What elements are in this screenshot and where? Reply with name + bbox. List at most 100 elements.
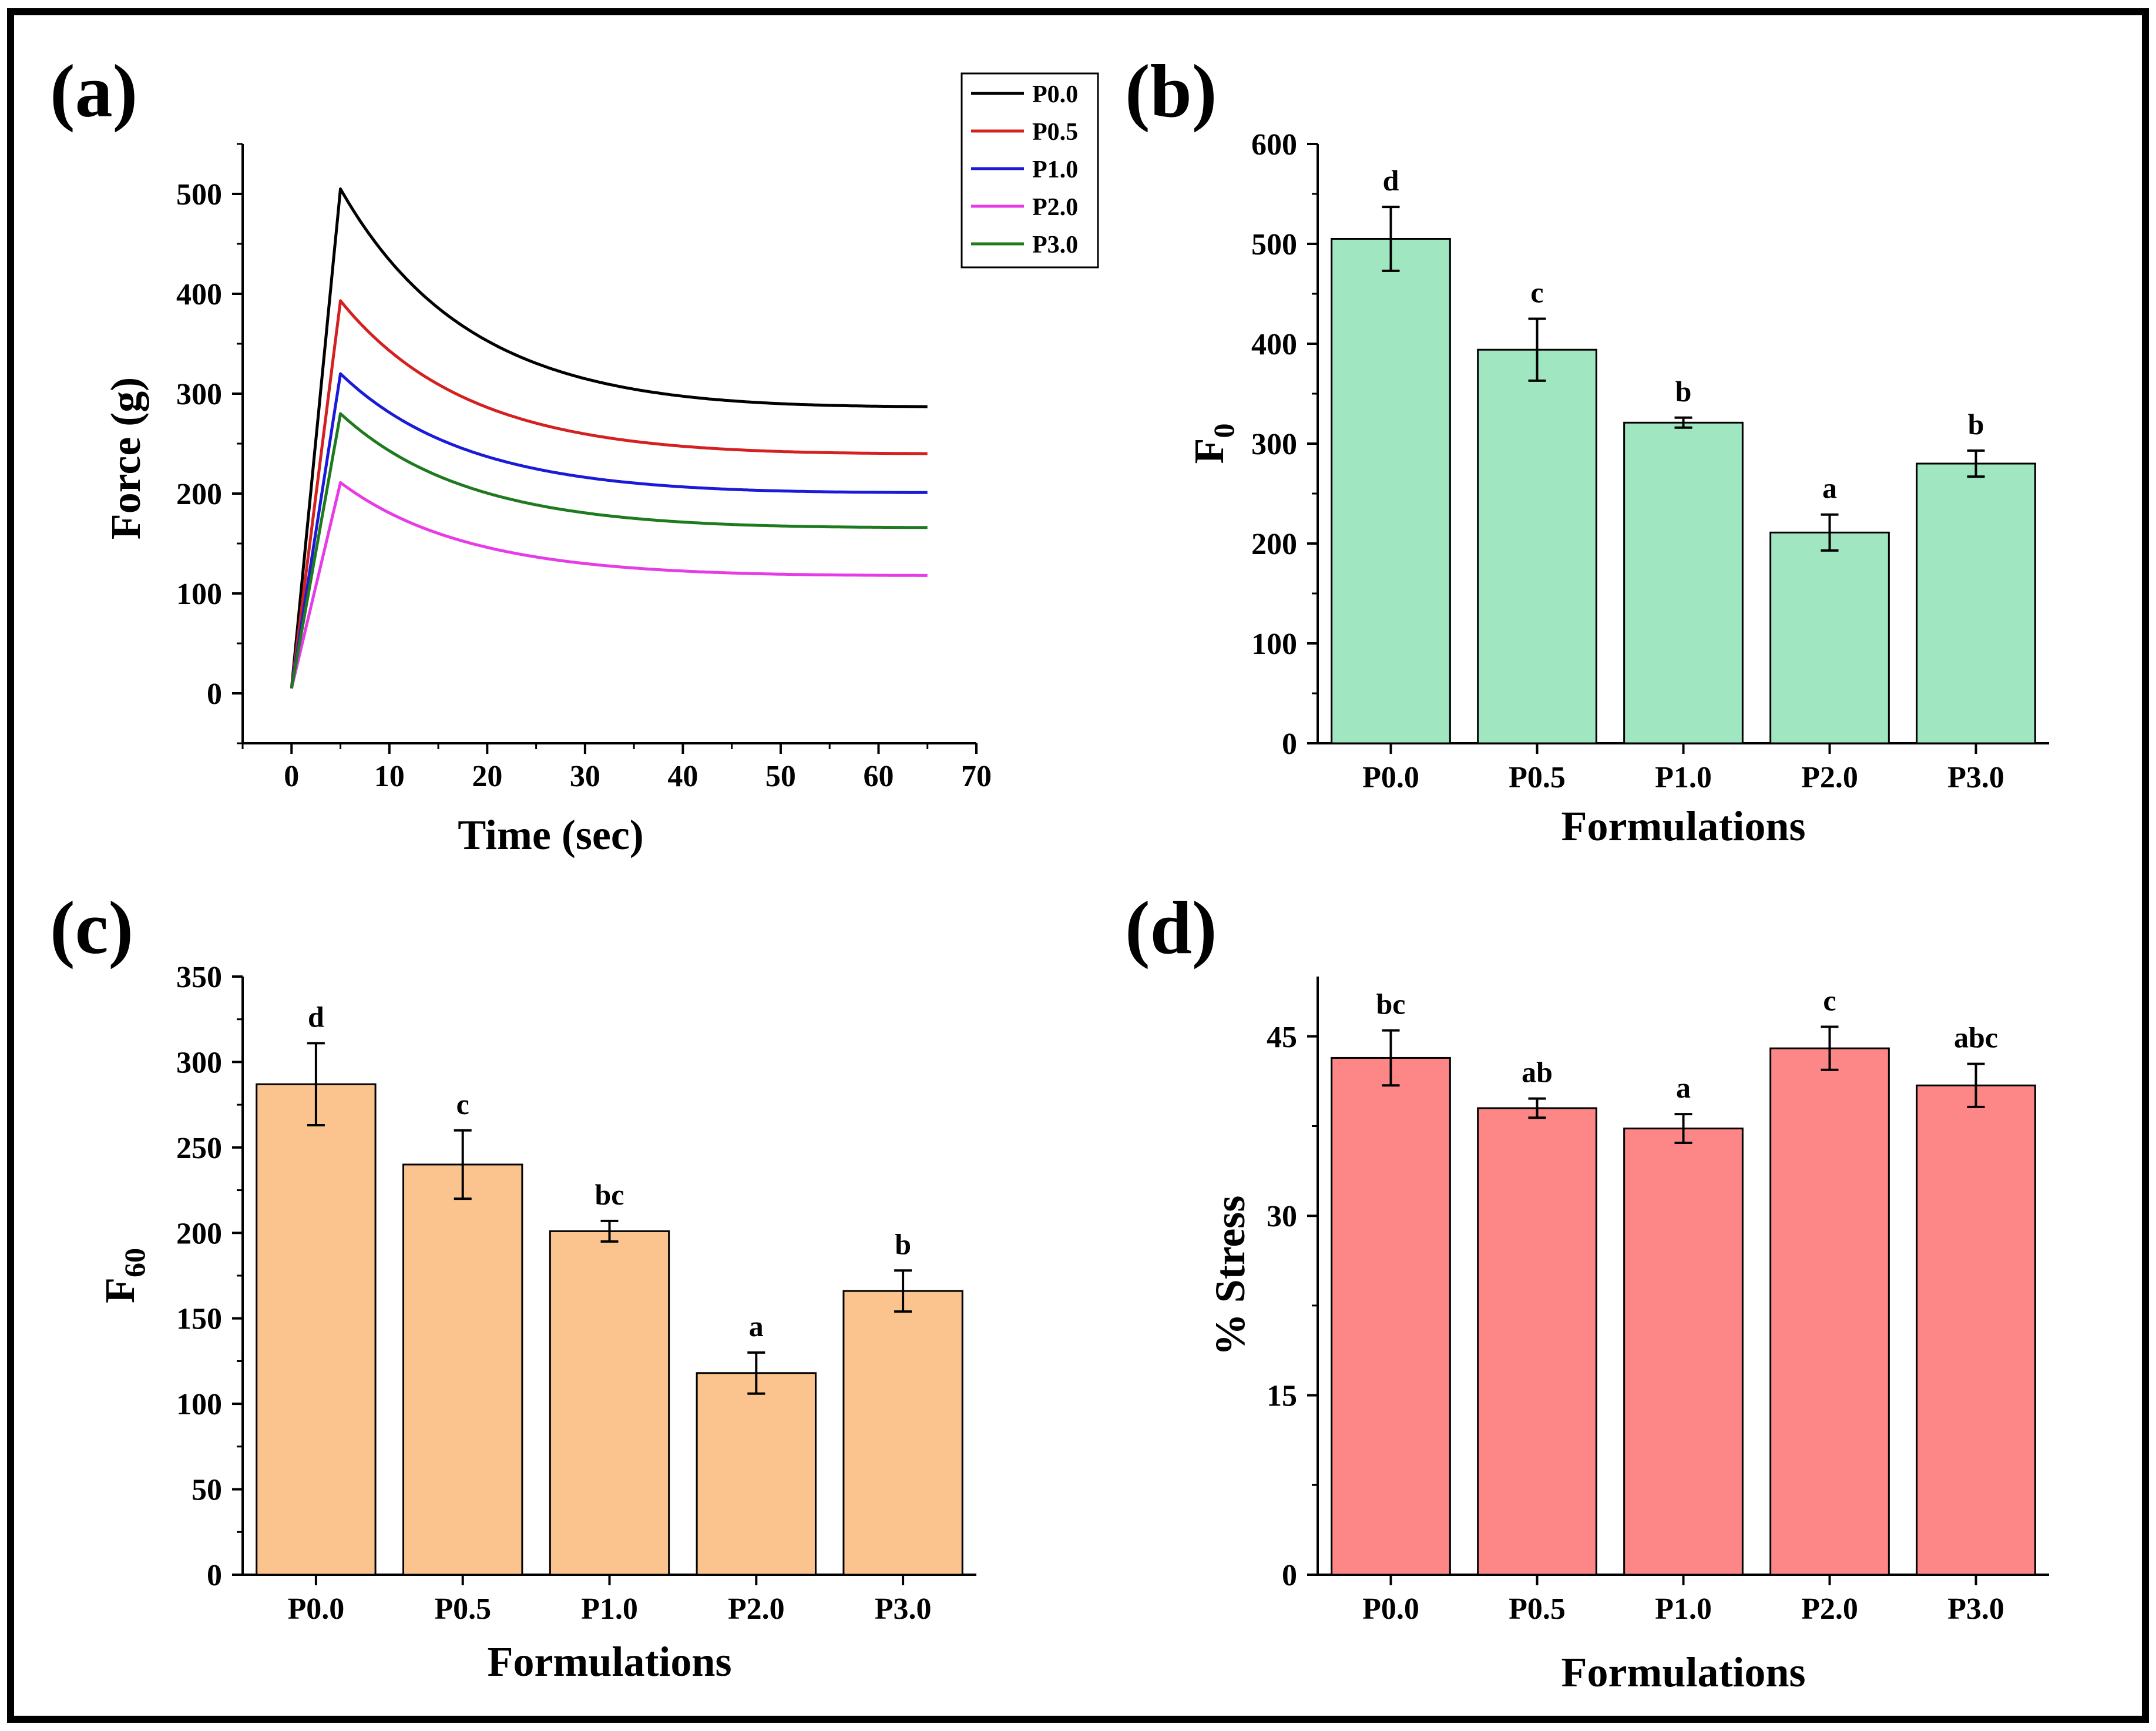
chart-b-x-tick-label: P0.5	[1509, 761, 1566, 794]
chart-c-x-tick-label: P0.0	[288, 1592, 345, 1626]
a-y-tick-label: 0	[207, 677, 222, 711]
chart-c-bar-P0-0	[256, 1083, 377, 1576]
a-x-tick-label: 50	[765, 760, 796, 793]
a-series-line-P0-5	[290, 299, 928, 689]
chart-a-line-force-time: 0 10 20 30 40 50 60 70 0 100 200 300 400 500 Time (sec…	[102, 72, 1099, 858]
chart-c-significance-letter: b	[895, 1227, 911, 1260]
chart-d-bar-P3-0	[1916, 1084, 2036, 1576]
chart-d-significance-letter: abc	[1954, 1021, 1998, 1054]
chart-c-y-axis-title-subscript: 60	[118, 1248, 151, 1277]
chart-d-y-tick-label: 15	[1267, 1380, 1297, 1413]
chart-d-x-tick-label: P2.0	[1801, 1592, 1858, 1626]
chart-c-significance-letter: bc	[595, 1178, 624, 1211]
chart-b-x-tick-label: P3.0	[1947, 761, 2004, 794]
a-series-line-P1-0	[290, 372, 928, 689]
panel-label-c: (c)	[50, 886, 133, 970]
a-y-tick-label: 500	[176, 178, 222, 212]
chart-b-bar-P1-0	[1623, 421, 1744, 744]
chart-d-bar-P0-0	[1331, 1056, 1451, 1576]
chart-d-significance-letter: bc	[1376, 988, 1406, 1021]
chart-b-y-tick-label: 500	[1251, 228, 1297, 261]
a-y-tick-label: 200	[176, 478, 222, 511]
chart-b-y-tick-label: 0	[1282, 727, 1297, 761]
a-y-tick-label: 300	[176, 378, 222, 411]
a-x-axis-title: Time (sec)	[458, 811, 644, 858]
chart-c-bar-P1-0	[549, 1230, 670, 1576]
a-y-tick-label: 400	[176, 278, 222, 311]
a-legend-label: P0.5	[1032, 119, 1078, 146]
panel-label-a: (a)	[50, 49, 137, 133]
chart-b-y-tick-label: 400	[1251, 328, 1297, 361]
chart-d-y-axis-title: % Stress	[1207, 1196, 1254, 1356]
a-y-tick-label: 100	[176, 578, 222, 611]
chart-d-y-tick-label: 45	[1267, 1021, 1297, 1054]
chart-c-y-axis-title-main: F	[96, 1277, 143, 1303]
chart-b-y-tick-label: 100	[1251, 628, 1297, 661]
chart-b-x-axis-title: Formulations	[1561, 803, 1805, 850]
chart-d-x-tick-label: P0.0	[1362, 1592, 1419, 1626]
a-x-tick-label: 10	[374, 760, 405, 793]
a-x-tick-label: 40	[667, 760, 698, 793]
chart-b-significance-letter: a	[1822, 472, 1837, 505]
chart-b-bar-P0-5	[1477, 348, 1597, 744]
chart-b-x-tick-label: P1.0	[1655, 761, 1712, 794]
chart-b-y-tick-label: 300	[1251, 428, 1297, 461]
chart-c-y-axis-title: F60	[96, 1248, 151, 1303]
chart-c-significance-letter: a	[749, 1310, 764, 1343]
chart-c-y-tick-label: 300	[176, 1046, 222, 1079]
chart-c-significance-letter: c	[456, 1088, 469, 1121]
chart-d-y-tick-label: 0	[1282, 1559, 1297, 1592]
chart-d-x-tick-label: P0.5	[1509, 1592, 1566, 1626]
chart-b-y-axis-title-subscript: 0	[1207, 424, 1240, 438]
panel-label-b: (b)	[1125, 49, 1217, 133]
chart-c-y-tick-label: 0	[207, 1559, 222, 1592]
chart-d-bar-P0-5	[1477, 1107, 1597, 1576]
chart-c-y-tick-label: 150	[176, 1303, 222, 1336]
chart-c-x-tick-label: P3.0	[875, 1592, 932, 1626]
chart-d-bar-P2-0	[1769, 1047, 1890, 1576]
panel-label-d: (d)	[1125, 886, 1217, 970]
a-series-line-P0-0	[290, 187, 928, 689]
chart-b-bar-P2-0	[1769, 531, 1890, 744]
chart-c-x-tick-label: P1.0	[581, 1592, 638, 1626]
chart-b-significance-letter: c	[1530, 276, 1543, 309]
chart-d-significance-letter: c	[1823, 984, 1836, 1017]
chart-b-significance-letter: d	[1383, 164, 1399, 197]
chart-b-x-tick-label: P0.0	[1362, 761, 1419, 794]
chart-d-significance-letter: a	[1676, 1071, 1691, 1104]
chart-d-y-axis-title-main: % Stress	[1207, 1196, 1254, 1356]
chart-c-x-tick-label: P2.0	[728, 1592, 785, 1626]
chart-c-y-tick-label: 200	[176, 1217, 222, 1250]
chart-c-bar-f60: 0 50 100 150 200 250 300 350 d P0.0 c P0.5 bc P1.0 a P2…	[96, 961, 976, 1685]
chart-d-y-tick-label: 30	[1267, 1200, 1297, 1233]
a-legend-box	[961, 72, 1099, 269]
chart-b-x-tick-label: P2.0	[1801, 761, 1858, 794]
chart-b-y-axis-title-main: F	[1186, 438, 1233, 464]
a-y-axis-title: Force (g)	[102, 377, 149, 540]
chart-c-bar-P3-0	[842, 1290, 963, 1576]
a-series-line-P3-0	[290, 412, 928, 689]
chart-c-significance-letter: d	[308, 1000, 324, 1033]
chart-b-y-axis-title: F0	[1186, 424, 1240, 464]
a-series-line-P2-0	[290, 481, 928, 689]
chart-b-bar-f0: 0 100 200 300 400 500 600 d P0.0 c P0.5 b P1.0 a P2.0 b…	[1186, 128, 2049, 850]
a-x-tick-label: 20	[472, 760, 502, 793]
figure-border	[7, 8, 2149, 1723]
a-x-tick-label: 70	[961, 760, 992, 793]
chart-d-x-axis-title: Formulations	[1561, 1649, 1805, 1696]
a-legend-label: P0.0	[1032, 81, 1078, 108]
chart-b-y-tick-label: 200	[1251, 528, 1297, 561]
chart-c-y-tick-label: 50	[192, 1474, 222, 1507]
chart-b-bar-P0-0	[1331, 238, 1451, 744]
chart-d-bar-stress: 0 15 30 45 bc P0.0 ab P0.5 a P1.0 c P2.0 abc P3.0 Form…	[1207, 977, 2049, 1696]
chart-d-significance-letter: ab	[1522, 1056, 1553, 1089]
chart-c-bar-P0-5	[402, 1163, 523, 1576]
chart-b-y-tick-label: 600	[1251, 128, 1297, 162]
chart-c-y-tick-label: 350	[176, 961, 222, 994]
chart-d-x-tick-label: P1.0	[1655, 1592, 1712, 1626]
a-x-tick-label: 30	[570, 760, 600, 793]
chart-b-bar-P3-0	[1916, 462, 2036, 744]
a-x-tick-label: 0	[284, 760, 299, 793]
chart-c-x-tick-label: P0.5	[434, 1592, 491, 1626]
